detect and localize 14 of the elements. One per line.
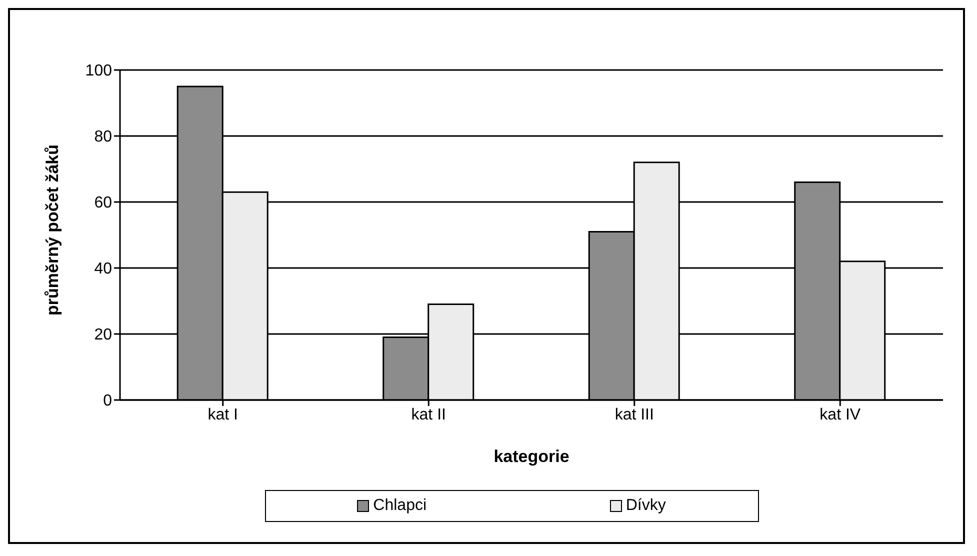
x-tick-label: kat II xyxy=(411,406,446,424)
y-tick-label: 100 xyxy=(85,62,112,80)
x-tick-label: kat III xyxy=(614,406,654,424)
legend-label: Chlapci xyxy=(372,497,427,515)
x-tick-label: kat IV xyxy=(820,406,861,424)
y-tick-label: 40 xyxy=(94,260,112,278)
x-tick-label: kat I xyxy=(208,406,238,424)
y-tick-label: 80 xyxy=(94,128,112,146)
y-tick-label: 20 xyxy=(94,326,112,344)
y-tick-label: 0 xyxy=(103,392,112,410)
y-tick-label: 60 xyxy=(94,194,112,212)
y-axis-title: průměrný počet žáků xyxy=(43,144,62,316)
x-axis-title: kategorie xyxy=(494,447,570,466)
legend-label: Dívky xyxy=(624,497,666,515)
